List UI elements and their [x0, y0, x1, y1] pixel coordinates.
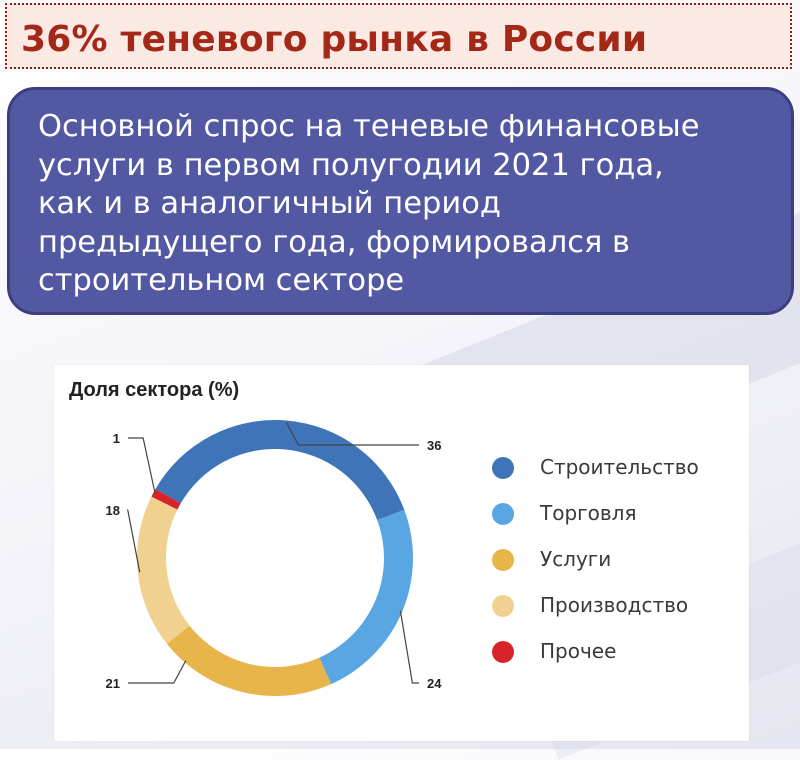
donut-slice-2: [319, 509, 413, 685]
chart-title: Доля сектора (%): [69, 379, 240, 401]
title-banner: 36% теневого рынка в России: [5, 3, 792, 69]
legend-label: Услуги: [540, 547, 612, 571]
data-label-1: 36: [427, 438, 441, 453]
data-label-3: 21: [106, 676, 120, 691]
legend-label: Строительство: [540, 455, 699, 479]
legend-label: Прочее: [540, 639, 617, 663]
legend-swatch: [492, 641, 514, 663]
summary-line: услуги в первом полугодии 2021 года,: [38, 147, 664, 183]
leader-line-2: [399, 610, 419, 684]
legend-swatch: [492, 457, 514, 479]
summary-line: как и в аналогичный период: [38, 186, 501, 221]
leader-line-4: [127, 509, 141, 573]
donut-slice-4: [137, 496, 190, 644]
summary-line: строительном секторе: [38, 263, 405, 298]
donut-chart: 36 24 21 18 1: [106, 420, 442, 696]
page-title: 36% теневого рынка в России: [21, 19, 648, 60]
summary-text: Основной спрос на теневые финансовые усл…: [38, 108, 768, 301]
legend-swatch: [492, 595, 514, 617]
summary-panel: Основной спрос на теневые финансовые усл…: [7, 87, 794, 315]
legend-swatch: [492, 549, 514, 571]
donut-slice-5: [151, 489, 181, 510]
chart-card: Доля сектора (%) 36 24 21 18 1 Строительство…: [54, 365, 749, 741]
data-label-2: 24: [427, 676, 442, 691]
legend-label: Торговля: [540, 501, 637, 525]
summary-line: предыдущего года, формировался в: [38, 224, 630, 260]
data-label-4: 18: [106, 503, 120, 518]
leader-line-3: [128, 660, 187, 684]
donut-slice-3: [166, 625, 332, 696]
summary-line: Основной спрос на теневые финансовые: [38, 109, 700, 144]
donut-slice-1: [155, 420, 405, 521]
legend-swatch: [492, 503, 514, 525]
legend-label: Производство: [540, 593, 689, 617]
leader-line-5: [128, 437, 156, 494]
leader-line-1: [285, 422, 419, 446]
data-label-5: 1: [113, 431, 120, 446]
